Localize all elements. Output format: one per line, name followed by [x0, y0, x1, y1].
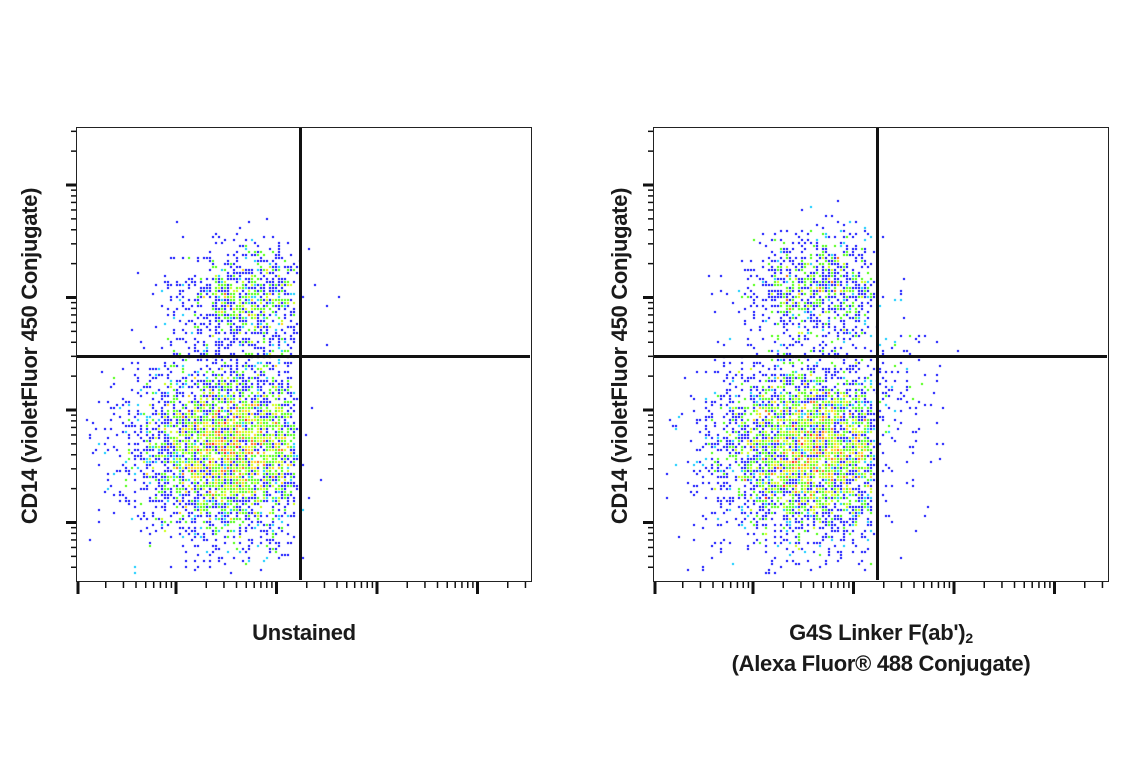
- plot-area: [653, 127, 1109, 582]
- horizontal-quadrant-gate: [77, 355, 530, 358]
- x-axis-title-line1: G4S Linker F(ab'): [789, 620, 966, 645]
- x-axis-title-subscript: 2: [965, 630, 973, 646]
- density-dot-plot: [77, 128, 530, 580]
- density-dot-plot: [654, 128, 1107, 580]
- x-axis-title: G4S Linker F(ab')2 (Alexa Fluor® 488 Con…: [653, 620, 1109, 677]
- plot-area: [76, 127, 532, 582]
- vertical-quadrant-gate: [876, 128, 879, 580]
- x-axis-title: Unstained: [76, 620, 532, 646]
- vertical-quadrant-gate: [299, 128, 302, 580]
- horizontal-quadrant-gate: [654, 355, 1107, 358]
- x-axis-title-line1: Unstained: [252, 620, 356, 645]
- x-axis-title-line2: (Alexa Fluor® 488 Conjugate): [731, 651, 1031, 676]
